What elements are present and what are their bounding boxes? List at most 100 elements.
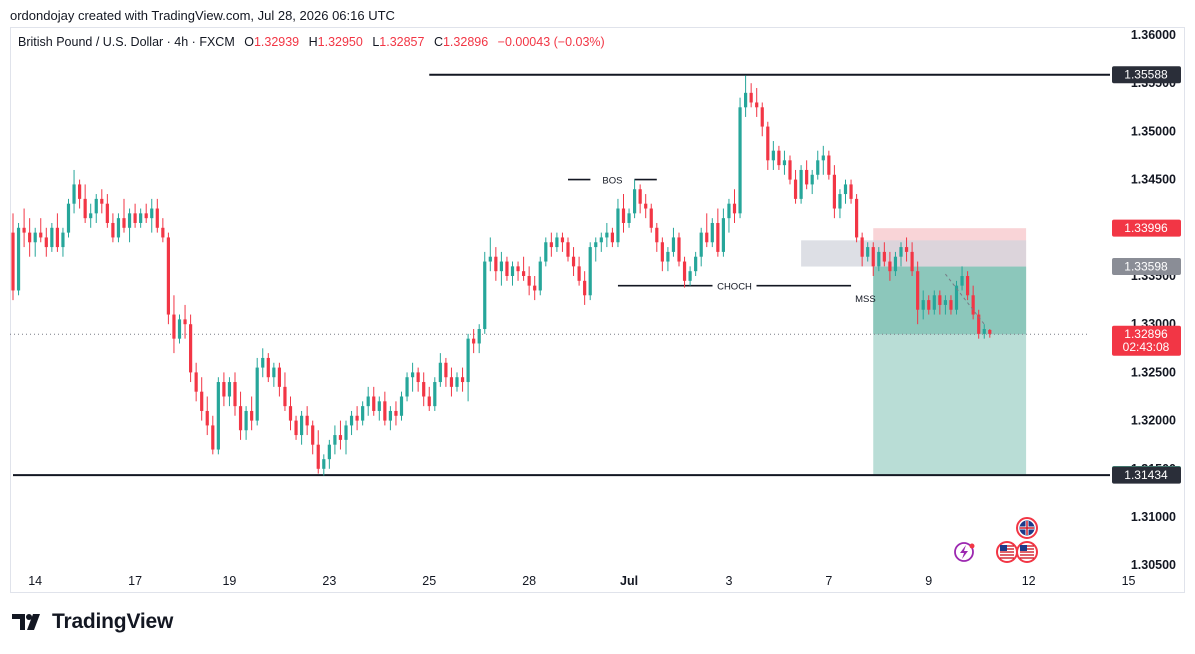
candle (533, 285, 537, 291)
candle (538, 261, 542, 291)
candle (882, 251, 886, 262)
candle (233, 382, 237, 407)
candle (333, 435, 337, 445)
candle (50, 227, 54, 248)
candle (971, 295, 975, 315)
candle (566, 242, 570, 257)
usd-event-icon[interactable] (1016, 541, 1038, 563)
candle (666, 251, 670, 262)
candle (638, 189, 642, 204)
x-tick-label: 19 (222, 574, 236, 588)
candle (383, 401, 387, 421)
candle (549, 242, 553, 248)
candle (250, 410, 254, 421)
candle (488, 256, 492, 262)
candle (843, 184, 848, 195)
candle (760, 107, 764, 127)
candle (921, 300, 925, 310)
candle (139, 213, 143, 223)
x-tick-label: 15 (1122, 574, 1136, 588)
candle (388, 410, 392, 421)
candle (599, 237, 603, 243)
candle (744, 92, 748, 108)
high-value: 1.32950 (317, 35, 363, 49)
y-tick-label: 1.36000 (1131, 28, 1176, 42)
candle (483, 261, 487, 330)
candle (66, 203, 71, 233)
candle (349, 415, 354, 426)
candle (966, 276, 970, 296)
candle (727, 203, 731, 219)
candle (449, 377, 454, 387)
candle (943, 300, 947, 305)
candle (111, 222, 115, 238)
candle (166, 237, 170, 315)
candle (749, 92, 753, 103)
candle (39, 232, 43, 238)
candle (78, 184, 82, 199)
candle (660, 242, 664, 262)
candle (22, 227, 26, 233)
candle (899, 247, 903, 257)
gbp-event-icon[interactable] (1016, 517, 1038, 539)
open-value: 1.32939 (253, 35, 300, 49)
symbol-name[interactable]: British Pound / U.S. Dollar · 4h · FXCM (18, 35, 235, 49)
candle (605, 232, 609, 238)
candle (988, 329, 992, 334)
candle (416, 372, 420, 383)
dividend-event-icon[interactable] (954, 542, 975, 562)
candle (510, 266, 515, 276)
tradingview-logo[interactable]: TradingView (12, 610, 173, 634)
candle (105, 203, 109, 223)
low-value: 1.32857 (379, 35, 425, 49)
candle (116, 218, 121, 238)
candle (910, 251, 914, 272)
candle (888, 261, 892, 272)
candle (522, 271, 526, 276)
candle (16, 227, 21, 291)
candle (405, 377, 409, 397)
candle (222, 382, 226, 397)
usd-event-icon[interactable] (996, 541, 1018, 563)
candle (399, 396, 404, 416)
candle (327, 444, 331, 460)
candle (200, 391, 204, 411)
candle (89, 213, 93, 219)
candle (372, 396, 376, 411)
candle (633, 189, 637, 214)
structure-label-bg (712, 278, 757, 293)
candle (621, 208, 626, 223)
candle (311, 425, 315, 445)
candle (422, 382, 426, 397)
candle (211, 425, 215, 450)
candle (716, 222, 720, 252)
y-tick-label: 1.30500 (1131, 558, 1176, 572)
x-tick-label: 7 (825, 574, 832, 588)
candle (183, 319, 187, 325)
candle (466, 338, 470, 383)
candle (288, 406, 293, 421)
candle (155, 208, 159, 228)
price-label: 1.35588 (1124, 68, 1168, 82)
candle (799, 169, 803, 199)
candle (150, 208, 154, 219)
candle (283, 386, 287, 407)
candle (477, 329, 481, 344)
candle (793, 179, 798, 199)
candle (855, 198, 859, 238)
candle (938, 295, 942, 305)
candle (33, 232, 37, 243)
candle (788, 160, 792, 180)
candle (594, 242, 598, 248)
candle (61, 232, 65, 248)
candle (954, 285, 959, 310)
y-tick-label: 1.35000 (1131, 124, 1176, 138)
candle (871, 247, 875, 267)
candle (494, 256, 498, 272)
candle (266, 357, 270, 378)
candle (977, 314, 981, 334)
price-label: 1.33996 (1124, 221, 1168, 235)
candle (866, 247, 870, 257)
x-tick-label: 28 (522, 574, 536, 588)
